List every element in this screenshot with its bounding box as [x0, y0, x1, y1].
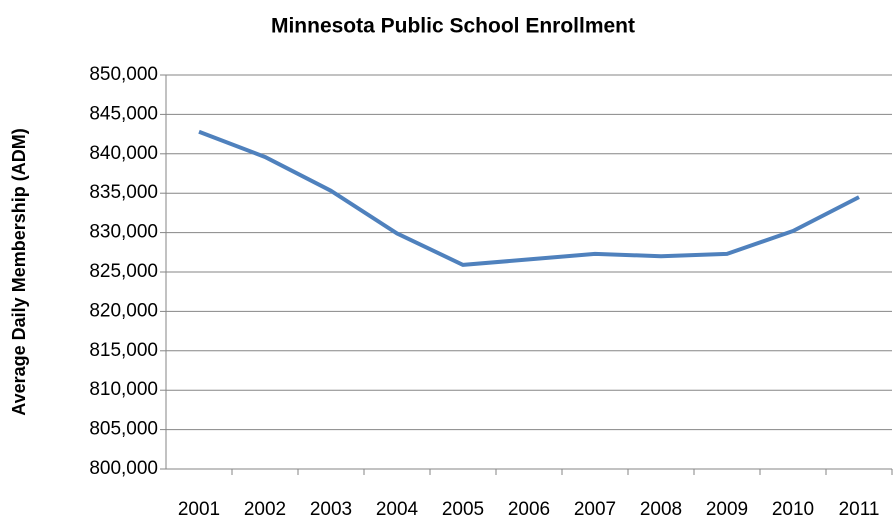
y-tick-label: 820,000 [89, 300, 158, 321]
y-tick-label: 835,000 [89, 182, 158, 203]
x-tick-label: 2002 [244, 499, 286, 520]
x-tick-label: 2009 [706, 499, 748, 520]
x-tick-label: 2007 [574, 499, 616, 520]
y-tick-label: 805,000 [89, 419, 158, 440]
x-tick-label: 2008 [640, 499, 682, 520]
x-tick-label: 2004 [376, 499, 419, 520]
y-tick-label: 800,000 [89, 458, 158, 479]
x-tick-label: 2005 [442, 499, 484, 520]
x-tick-label: 2010 [772, 499, 814, 520]
y-tick-label: 815,000 [89, 340, 158, 361]
x-tick-label: 2001 [178, 499, 220, 520]
y-tick-label: 850,000 [89, 64, 158, 85]
y-tick-label: 840,000 [89, 143, 158, 164]
y-tick-label: 845,000 [89, 103, 158, 124]
x-tick-label: 2006 [508, 499, 550, 520]
line [198, 129, 860, 267]
y-axis-label: Average Daily Membership (ADM) [9, 128, 29, 415]
y-tick-label: 825,000 [89, 261, 158, 282]
x-tick-label: 2003 [310, 499, 352, 520]
chart-title: Minnesota Public School Enrollment [271, 15, 635, 38]
y-tick-label: 810,000 [89, 379, 158, 400]
y-tick-label: 830,000 [89, 222, 158, 243]
x-tick-label: 2011 [839, 499, 880, 520]
